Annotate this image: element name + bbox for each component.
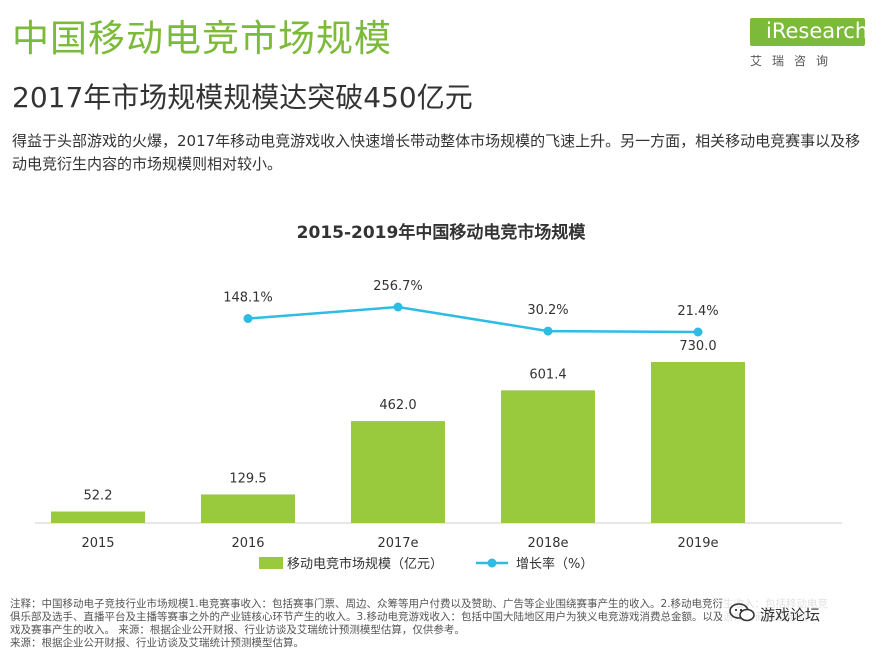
x-tick-label: 2018e [527, 536, 568, 551]
growth-rate-point [693, 327, 703, 337]
bar-value-label: 601.4 [529, 367, 566, 382]
footnote-line: 俱乐部及选手、直播平台及主播等赛事之外的产业链核心环节产生的收入。3.移动电竞游… [10, 611, 808, 623]
footnote-line: 注释：中国移动电子竞技行业市场规模1.电竞赛事收入：包括赛事门票、周边、众筹等用… [10, 598, 829, 610]
bar [651, 362, 745, 523]
page-subtitle: 2017年市场规模规模达突破450亿元 [12, 81, 473, 114]
page-title: 中国移动电竞市场规模 [12, 17, 392, 60]
bar [201, 494, 295, 523]
legend-bar-swatch [259, 557, 283, 569]
growth-rate-point [243, 314, 253, 324]
bar-value-label: 462.0 [379, 398, 416, 413]
bar-value-label: 129.5 [229, 471, 266, 486]
wechat-icon [729, 603, 755, 622]
footnote-line: 戏及赛事产生的收入。 来源：根据企业公开财报、行业访谈及艾瑞统计预测模型估算，仅… [10, 624, 465, 636]
x-tick-label: 2016 [231, 536, 264, 551]
x-tick-label: 2015 [81, 536, 114, 551]
chart-title: 2015-2019年中国移动电竞市场规模 [296, 223, 586, 243]
iresearch-logo: iResearch 艾瑞咨询 [740, 18, 870, 76]
growth-rate-label: 21.4% [677, 304, 718, 319]
x-tick-label: 2019e [677, 536, 718, 551]
footnotes: 注释：中国移动电子竞技行业市场规模1.电竞赛事收入：包括赛事门票、周边、众筹等用… [10, 598, 874, 650]
legend-bar-label: 移动电竞市场规模（亿元） [287, 556, 443, 572]
bar [351, 421, 445, 523]
legend-line-marker [487, 558, 497, 568]
footnote-line: 来源：根据企业公开财报、行业访谈及艾瑞统计预测模型估算。 [10, 637, 304, 649]
logo-subtext: 艾瑞咨询 [750, 54, 839, 68]
growth-rate-label: 256.7% [373, 279, 423, 294]
legend-line-label: 增长率（%） [516, 556, 593, 572]
watermark: 游戏论坛 [722, 598, 877, 626]
growth-rate-point [393, 302, 403, 312]
logo-badge: iResearch [750, 18, 869, 46]
growth-rate-line [247, 305, 699, 334]
bar [51, 511, 145, 523]
x-tick-label: 2017e [377, 536, 418, 551]
bar-value-label: 730.0 [679, 339, 716, 354]
growth-rate-point [543, 326, 553, 336]
description-text: 得益于头部游戏的火爆，2017年移动电竞游戏收入快速增长带动整体市场规模的飞速上… [12, 132, 861, 173]
logo-text: iResearch [766, 19, 869, 43]
bar-value-label: 52.2 [84, 488, 113, 503]
growth-rate-label: 30.2% [527, 303, 568, 318]
watermark-text: 游戏论坛 [760, 606, 821, 624]
bar [501, 390, 595, 523]
growth-rate-label: 148.1% [223, 291, 273, 306]
